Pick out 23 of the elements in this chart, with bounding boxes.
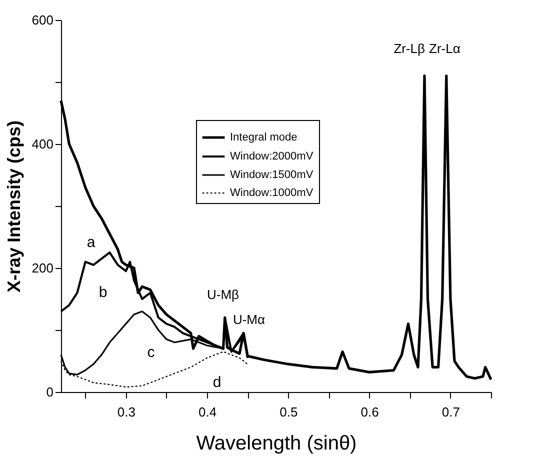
annotation: Zr-Lα bbox=[429, 41, 461, 56]
x-tick-label: 0.6 bbox=[360, 404, 379, 420]
legend-label: Window:2000mV bbox=[230, 150, 314, 162]
annotation: Zr-Lβ bbox=[394, 41, 425, 56]
y-tick-label: 200 bbox=[32, 260, 54, 276]
x-tick-label: 0.7 bbox=[442, 404, 460, 420]
legend-label: Integral mode bbox=[230, 132, 298, 144]
y-axis-title: X-ray Intensity (cps) bbox=[4, 120, 24, 293]
y-tick-label: 600 bbox=[32, 12, 54, 28]
legend-label: Window:1000mV bbox=[230, 187, 314, 199]
annotation: b bbox=[98, 284, 108, 301]
y-tick-label: 400 bbox=[32, 136, 54, 152]
x-tick-label: 0.5 bbox=[280, 404, 298, 420]
annotation: c bbox=[147, 344, 156, 361]
y-tick-label: 0 bbox=[46, 384, 54, 400]
annotation: d bbox=[212, 374, 222, 391]
annotation: U-Mβ bbox=[206, 287, 240, 302]
annotation: U-Mα bbox=[232, 312, 266, 327]
annotation: a bbox=[86, 234, 96, 251]
legend-label: Window:1500mV bbox=[230, 169, 314, 181]
x-axis-title: Wavelength (sinθ) bbox=[196, 432, 357, 454]
x-tick-label: 0.4 bbox=[198, 404, 217, 420]
x-tick-label: 0.3 bbox=[117, 404, 136, 420]
